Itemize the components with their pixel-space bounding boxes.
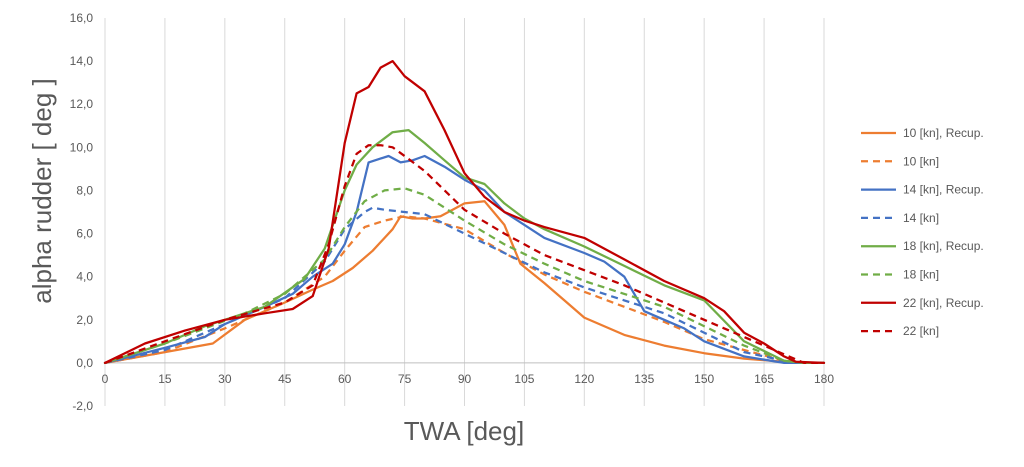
series-line-7 (104, 144, 824, 365)
y-tick-label: 4,0 (76, 270, 93, 284)
legend-label: 22 [kn], Recup. (903, 296, 984, 310)
series-line-0 (103, 200, 826, 365)
legend-label: 14 [kn] (903, 211, 939, 225)
legend: 10 [kn], Recup. 10 [kn] 14 [kn], Recup. 14 … (861, 126, 984, 338)
series-line-3 (104, 206, 824, 365)
x-tick-label: 0 (102, 372, 109, 386)
x-tick-label: 135 (634, 372, 654, 386)
y-tick-label: -2,0 (72, 399, 93, 413)
legend-label: 18 [kn] (903, 268, 939, 282)
series-lines (103, 59, 826, 365)
x-tick-label: 90 (458, 372, 472, 386)
y-tick-label: 10,0 (70, 140, 94, 154)
x-tick-label: 150 (694, 372, 714, 386)
y-tick-label: 2,0 (76, 313, 93, 327)
x-tick-label: 120 (574, 372, 594, 386)
x-tick-label: 105 (514, 372, 534, 386)
x-tick-label: 30 (218, 372, 232, 386)
x-tick-label: 165 (754, 372, 774, 386)
series-line-6 (103, 59, 826, 365)
x-tick-label: 75 (398, 372, 412, 386)
y-tick-label: 6,0 (76, 227, 93, 241)
legend-label: 10 [kn], Recup. (903, 126, 984, 140)
x-tick-label: 45 (278, 372, 292, 386)
x-tick-labels: 0 15 30 45 60 75 90 105 120 135 150 165 180 (102, 372, 835, 386)
y-axis-title: alpha rudder [ deg ] (27, 78, 57, 304)
y-tick-label: 8,0 (76, 183, 93, 197)
series-line-2 (103, 154, 826, 365)
y-tick-label: 16,0 (70, 11, 94, 25)
x-tick-label: 60 (338, 372, 352, 386)
x-axis-title: TWA [deg] (404, 416, 524, 446)
legend-label: 18 [kn], Recup. (903, 239, 984, 253)
legend-label: 14 [kn], Recup. (903, 183, 984, 197)
legend-label: 10 [kn] (903, 154, 939, 168)
legend-label: 22 [kn] (903, 324, 939, 338)
y-tick-label: 0,0 (76, 356, 93, 370)
series-line-5 (104, 187, 824, 365)
y-tick-label: 12,0 (70, 97, 94, 111)
x-tick-label: 15 (158, 372, 172, 386)
y-tick-labels: -2,0 0,0 2,0 4,0 6,0 8,0 10,0 12,0 14,0 16,0 (70, 11, 94, 413)
x-tick-label: 180 (814, 372, 834, 386)
y-tick-label: 14,0 (70, 54, 94, 68)
